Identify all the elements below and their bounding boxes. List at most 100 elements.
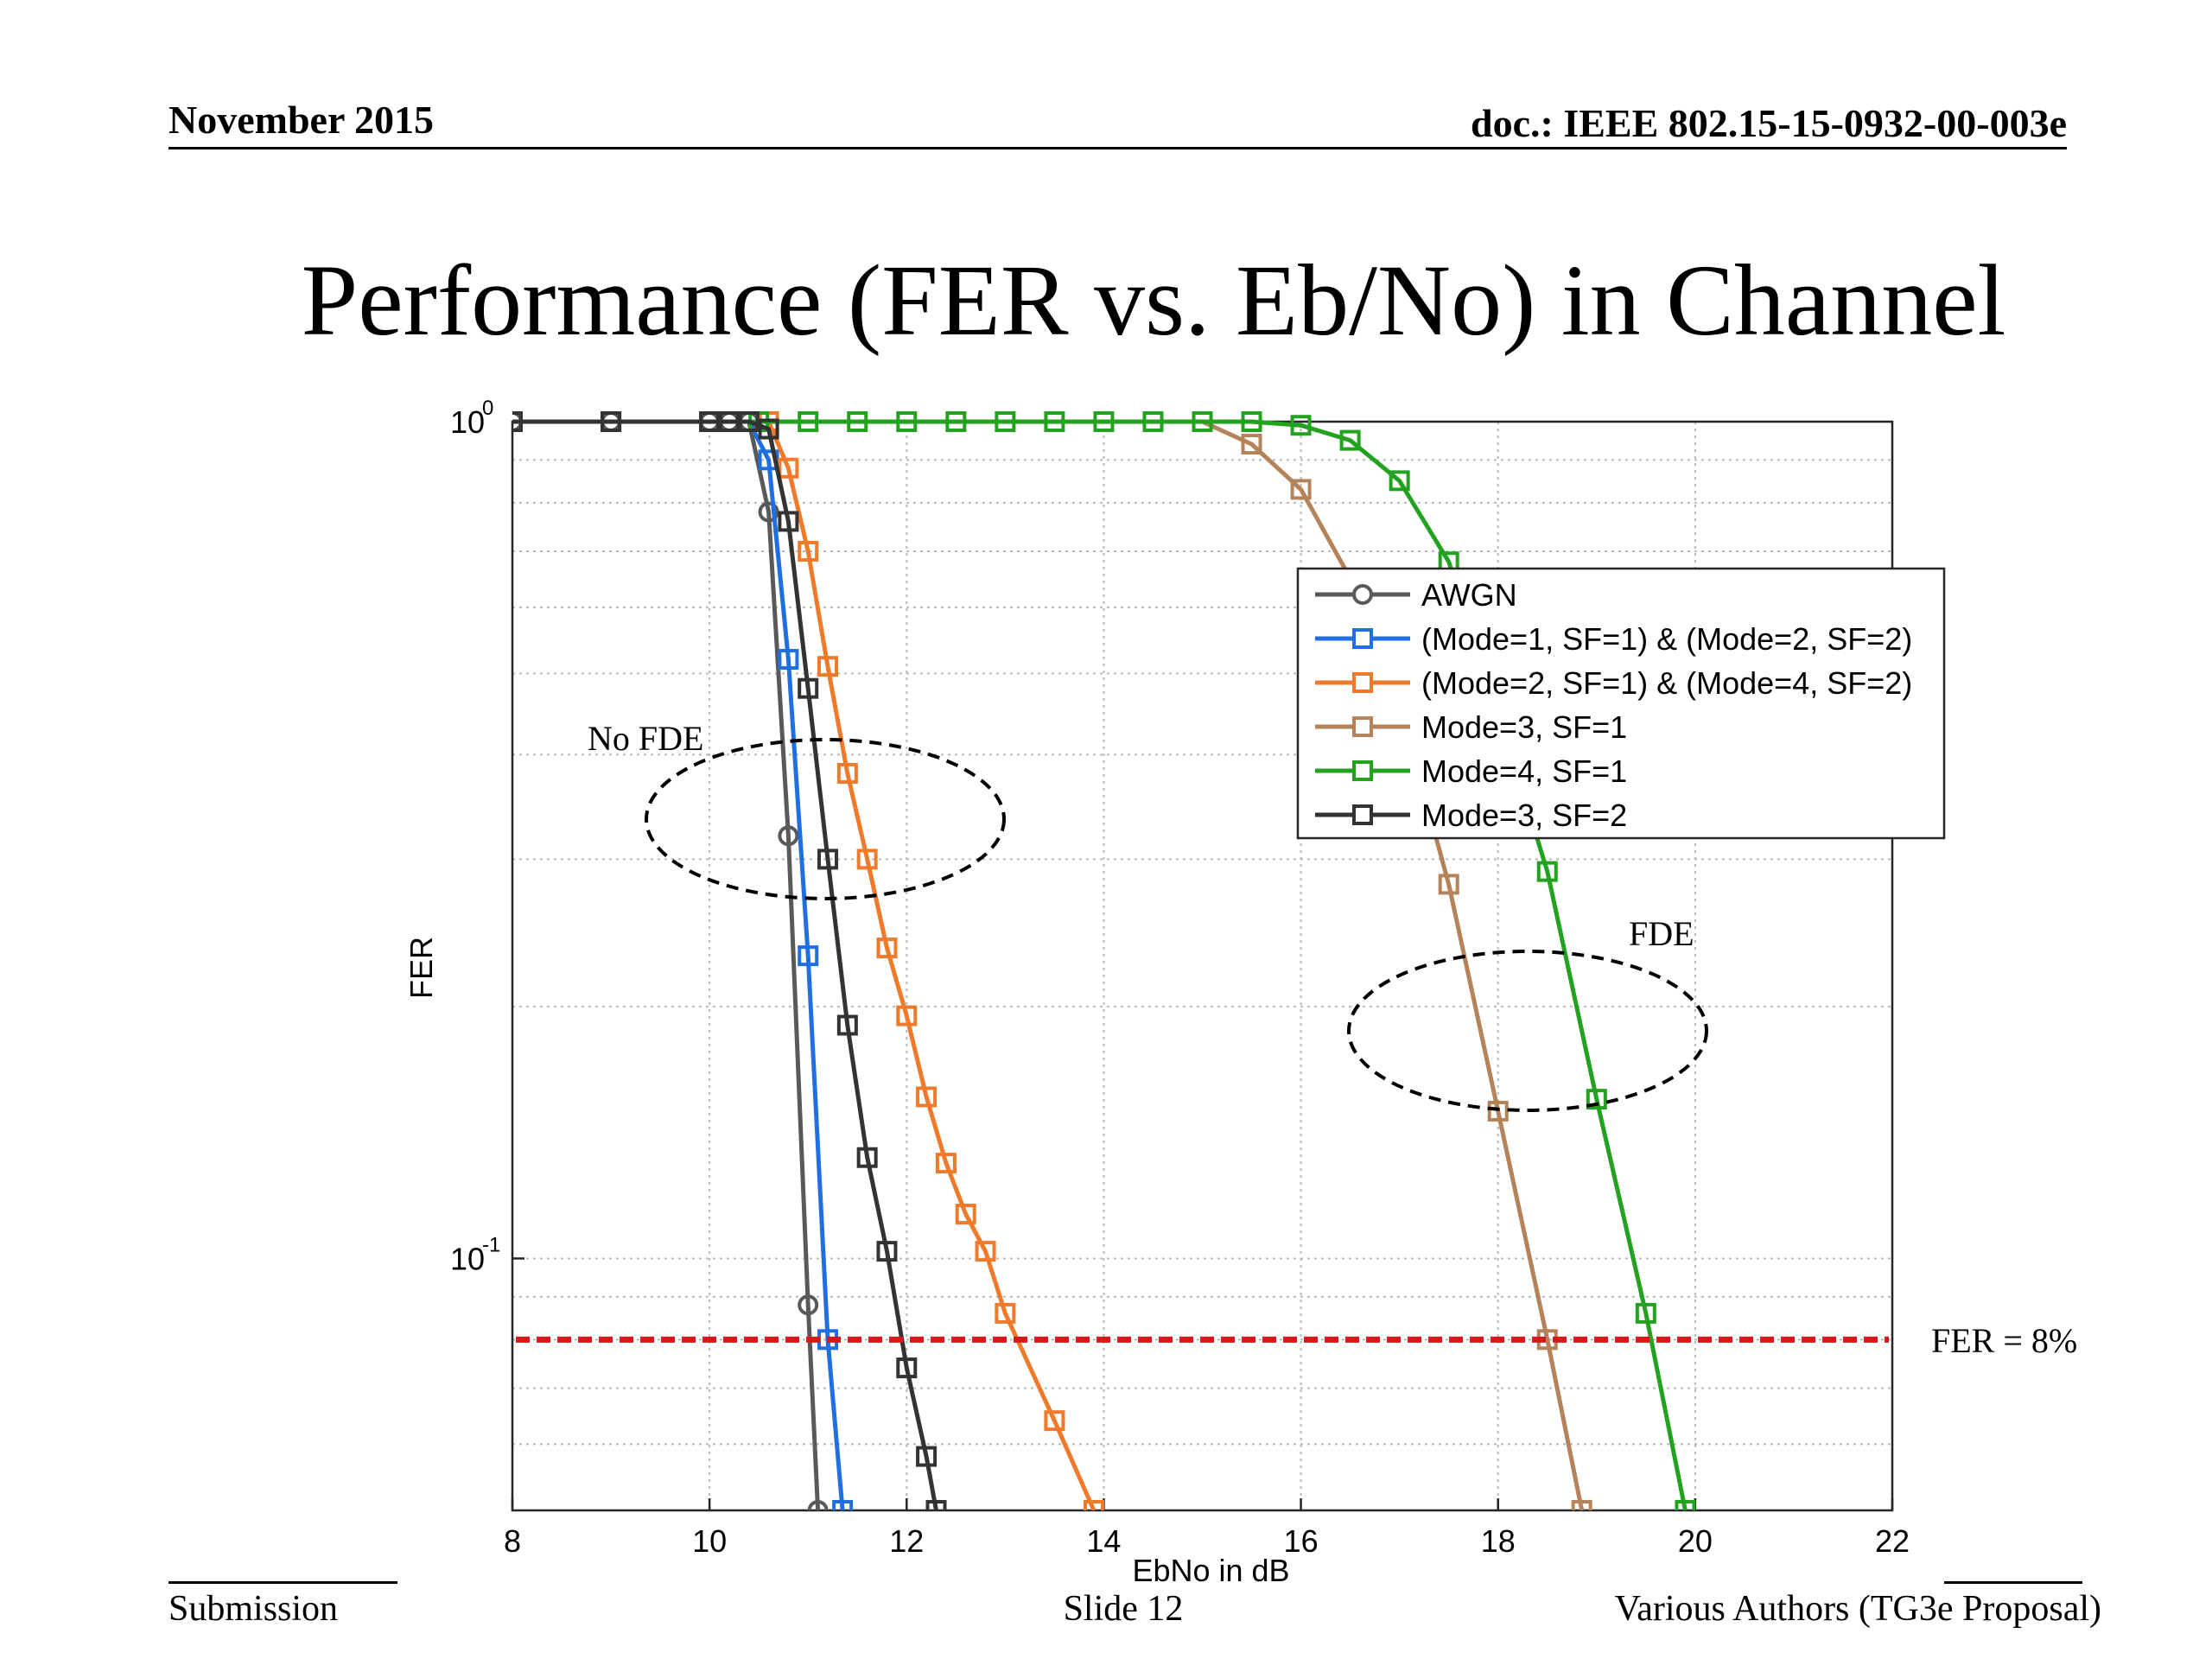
data-point (699, 411, 721, 432)
data-point (955, 1204, 976, 1225)
y-tick-label: 10-1 (450, 1233, 500, 1276)
data-point (975, 1241, 996, 1262)
data-point (945, 411, 967, 432)
legend-marker (1352, 584, 1373, 605)
legend-marker (1352, 628, 1373, 649)
x-tick-label: 10 (692, 1523, 727, 1559)
data-point (807, 1500, 829, 1510)
x-axis-label: EbNo in dB (1132, 1553, 1289, 1588)
series-6 (512, 411, 947, 1510)
data-point (925, 1500, 947, 1510)
data-point (1093, 411, 1115, 432)
header-doc-id: doc.: IEEE 802.15-15-0932-00-003e (1471, 101, 2067, 145)
data-point (1487, 1100, 1509, 1122)
data-point (847, 411, 868, 432)
legend-label: Mode=3, SF=2 (1421, 798, 1627, 833)
data-point (798, 677, 819, 699)
data-point (935, 1153, 957, 1174)
data-point (916, 1086, 938, 1108)
header-rule (168, 147, 2067, 149)
fde-ellipse (1347, 950, 1708, 1112)
data-point (832, 1500, 854, 1510)
data-point (1241, 411, 1262, 432)
data-point (1192, 411, 1213, 432)
data-point (896, 411, 918, 432)
annotation-fer-threshold: FER = 8% (1931, 1321, 2077, 1360)
data-point (1389, 470, 1410, 492)
legend-marker (1352, 716, 1373, 737)
y-tick-exp: -1 (482, 1233, 500, 1256)
legend-label: Mode=4, SF=1 (1421, 753, 1627, 789)
y-axis-label: FER (404, 937, 439, 999)
data-point (758, 501, 779, 523)
data-point (1571, 1500, 1592, 1510)
x-tick-label: 18 (1481, 1523, 1516, 1559)
y-tick-base: 10 (450, 1241, 485, 1276)
data-point (1339, 429, 1361, 451)
data-point (896, 1005, 918, 1027)
data-point (778, 649, 799, 671)
legend-label: (Mode=2, SF=1) & (Mode=4, SF=2) (1421, 665, 1912, 701)
data-point (1142, 411, 1164, 432)
data-point (856, 849, 878, 870)
y-tick-base: 10 (450, 404, 485, 440)
legend-entry: Mode=3, SF=1 (1315, 709, 1627, 745)
x-tick-label: 8 (504, 1523, 521, 1559)
x-tick-label: 20 (1678, 1523, 1713, 1559)
data-point (1044, 1410, 1065, 1432)
data-point (896, 1357, 918, 1379)
data-point (836, 762, 858, 784)
data-point (1635, 1302, 1656, 1324)
data-point (1438, 874, 1459, 895)
data-point (1290, 415, 1312, 436)
legend-label: Mode=3, SF=1 (1421, 709, 1627, 745)
data-point (778, 457, 799, 479)
data-point (1675, 1500, 1696, 1510)
annotation-no-fde: No FDE (588, 719, 703, 758)
data-point (1044, 411, 1065, 432)
data-point (1084, 1500, 1105, 1510)
data-point (778, 511, 799, 532)
legend: AWGN (Mode=1, SF=1) & (Mode=2, SF=2) (Mode… (1296, 567, 1946, 840)
data-point (817, 849, 839, 870)
data-point (798, 945, 819, 967)
annotation-fde: FDE (1629, 914, 1694, 953)
series-line (512, 419, 938, 1510)
data-point (758, 418, 779, 440)
data-point (512, 411, 523, 432)
footer-submission: Submission (168, 1589, 339, 1629)
data-point (856, 1147, 878, 1168)
y-tick-exp: 0 (482, 397, 493, 420)
legend-label: (Mode=1, SF=1) & (Mode=2, SF=2) (1421, 621, 1912, 657)
data-point (836, 1014, 858, 1036)
data-point (798, 541, 819, 563)
legend-box (1296, 567, 1946, 840)
data-point (1290, 479, 1312, 500)
legend-entry: (Mode=1, SF=1) & (Mode=2, SF=2) (1315, 621, 1912, 657)
legend-entry: Mode=4, SF=1 (1315, 753, 1627, 789)
header-date: November 2015 (168, 98, 435, 142)
data-point (798, 411, 819, 432)
y-tick-label: 100 (450, 397, 493, 440)
no-fde-ellipse (645, 738, 1006, 900)
data-point (1586, 1089, 1607, 1110)
data-point (1241, 434, 1262, 455)
x-tick-label: 16 (1284, 1523, 1319, 1559)
footer-rule-left (168, 1581, 397, 1584)
legend-marker (1352, 760, 1373, 781)
data-point (876, 1241, 898, 1262)
data-point (916, 1446, 938, 1467)
legend-marker (1352, 672, 1373, 693)
page-title: Performance (FER vs. Eb/No) in Channel (301, 244, 2006, 357)
legend-entry: Mode=3, SF=2 (1315, 798, 1627, 833)
x-tick-label: 22 (1875, 1523, 1910, 1559)
data-point (601, 411, 622, 432)
data-point (1536, 861, 1558, 882)
legend-entry: AWGN (1315, 577, 1517, 613)
data-point (817, 656, 839, 677)
data-point (876, 938, 898, 959)
x-tick-label: 12 (889, 1523, 924, 1559)
legend-marker (1352, 804, 1373, 825)
